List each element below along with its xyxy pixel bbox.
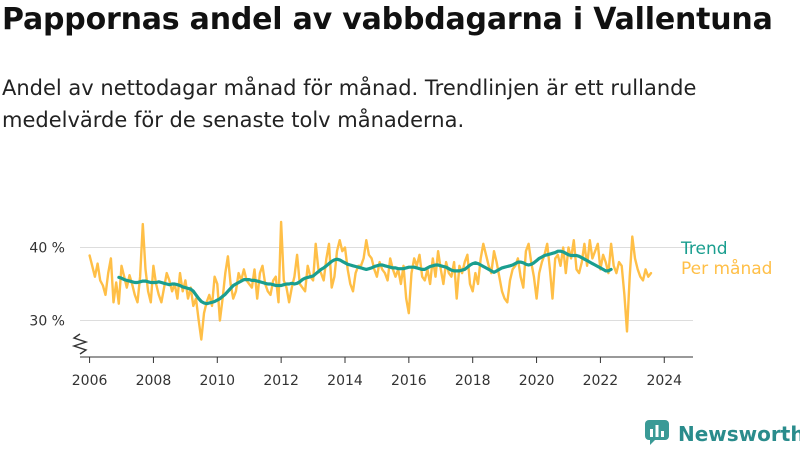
y-axis-ticks: 30 % 40 %	[29, 241, 65, 330]
newsworthy-logo-icon	[644, 419, 670, 449]
brand: Newsworthy	[644, 420, 800, 448]
x-tick-label: 2008	[136, 373, 172, 389]
x-tick-label: 2022	[583, 373, 619, 389]
trend-line	[117, 249, 613, 306]
series-lines	[88, 220, 653, 341]
x-tick-label: 2012	[263, 373, 299, 389]
x-tick-label: 2016	[391, 373, 427, 389]
x-tick-label: 2024	[646, 373, 682, 389]
page-title: Pappornas andel av vabbdagarna i Vallent…	[2, 2, 773, 37]
monthly-line	[88, 220, 653, 341]
x-tick-label: 2018	[455, 373, 491, 389]
x-tick-label: 2006	[72, 373, 108, 389]
brand-name: Newsworthy	[678, 422, 800, 446]
y-tick-label: 40 %	[29, 241, 65, 257]
x-tick-label: 2014	[327, 373, 363, 389]
axis-break-icon	[71, 333, 89, 355]
x-tick-label: 2010	[199, 373, 235, 389]
page-subtitle: Andel av nettodagar månad för månad. Tre…	[2, 76, 697, 132]
x-axis: 2006 2008 2010 2012 2014 2016 2018 2020 2022 2024	[71, 333, 693, 389]
legend-per-manad: Per månad	[681, 258, 772, 279]
y-tick-label: 30 %	[29, 314, 65, 330]
x-tick-label: 2020	[519, 373, 555, 389]
legend-trend: Trend	[680, 239, 728, 259]
